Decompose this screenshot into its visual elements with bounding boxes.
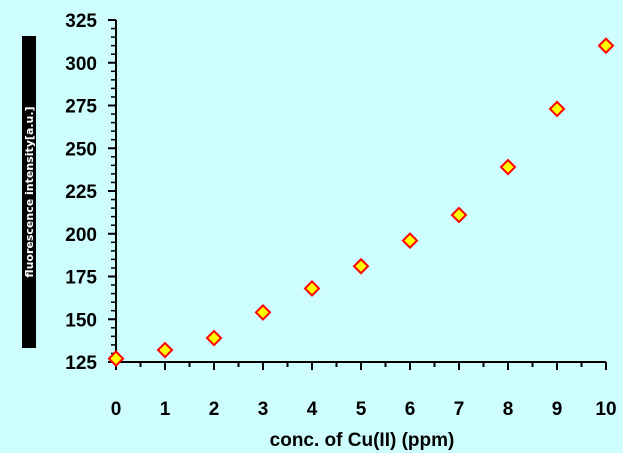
y-tick-label: 325 — [65, 11, 97, 32]
x-tick-label: 0 — [111, 399, 122, 420]
x-tick-label: 1 — [160, 399, 171, 420]
x-tick-label: 6 — [405, 399, 416, 420]
data-points — [107, 37, 615, 367]
data-point — [254, 303, 272, 321]
y-axis-title: fluorescence intensity[a.u.] — [23, 106, 36, 277]
y-tick-label: 250 — [65, 139, 97, 160]
x-tick-label: 3 — [258, 399, 269, 420]
y-tick-label: 300 — [65, 54, 97, 75]
y-axis-title-background — [22, 36, 36, 348]
y-tick-label: 200 — [65, 225, 97, 246]
data-point — [401, 232, 419, 250]
x-tick-label: 9 — [552, 399, 563, 420]
y-tick-label: 225 — [65, 182, 97, 203]
x-tick-label: 7 — [454, 399, 465, 420]
data-point — [352, 257, 370, 275]
data-point — [156, 341, 174, 359]
y-tick-label: 125 — [65, 353, 97, 374]
x-tick-label: 5 — [356, 399, 367, 420]
x-axis-title: conc. of Cu(II) (ppm) — [270, 430, 455, 451]
y-tick-label: 150 — [65, 310, 97, 331]
x-tick-label: 4 — [307, 399, 318, 420]
x-tick-label: 10 — [595, 399, 616, 420]
y-tick-label: 275 — [65, 97, 97, 118]
data-point — [107, 350, 125, 367]
data-point — [303, 280, 321, 297]
y-tick-label: 175 — [65, 268, 97, 289]
data-point — [205, 329, 223, 347]
data-point — [499, 158, 517, 176]
tick-labels: 0 1 2 3 4 5 6 7 8 9 10 125 150 175 200 225 250 275 300 325 — [65, 11, 616, 420]
x-tick-label: 8 — [503, 399, 514, 420]
y-axis-title-group: fluorescence intensity[a.u.] — [22, 36, 36, 348]
data-point — [450, 206, 468, 224]
x-tick-label: 2 — [209, 399, 220, 420]
data-point — [548, 100, 566, 118]
ticks — [108, 19, 607, 370]
data-point — [597, 37, 615, 55]
